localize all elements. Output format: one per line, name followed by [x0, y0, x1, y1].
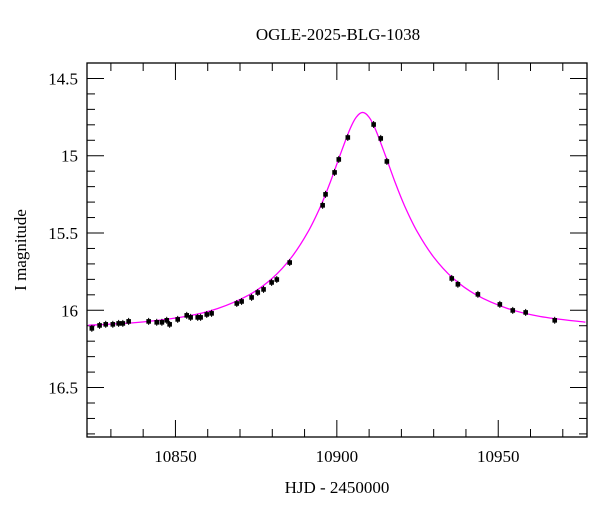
data-point [552, 318, 558, 323]
data-point [378, 136, 384, 141]
y-tick-label: 16.5 [48, 379, 78, 398]
data-point [167, 322, 172, 327]
data-point [274, 277, 280, 282]
data-point [345, 135, 351, 140]
data-point [371, 122, 376, 127]
data-point [198, 315, 203, 320]
data-point [261, 287, 266, 292]
data-point [184, 313, 190, 318]
data-point [154, 320, 160, 325]
data-point [126, 319, 131, 324]
plot-frame [86, 62, 588, 438]
data-point [110, 322, 116, 327]
data-point [287, 260, 293, 265]
data-point [332, 170, 337, 175]
data-point [384, 159, 390, 164]
data-point [120, 321, 126, 326]
data-point [523, 310, 528, 315]
y-tick-label: 16 [61, 301, 78, 320]
x-axis-label: HJD - 2450000 [285, 478, 390, 497]
data-point [97, 323, 102, 328]
x-tick-label: 10900 [316, 447, 359, 466]
data-point [234, 301, 240, 306]
x-tick-labels: 10850 10900 10950 [154, 447, 519, 466]
data-point [103, 322, 109, 327]
data-point [195, 315, 201, 320]
data-point [175, 317, 181, 322]
y-axis-label: I magnitude [11, 209, 30, 291]
y-tick-label: 14.5 [48, 69, 78, 88]
data-point [336, 157, 342, 162]
data-point [146, 319, 151, 324]
data-point [239, 299, 244, 304]
data-point [159, 320, 165, 325]
model-curve-group [88, 111, 586, 326]
y-tick-labels: 14.5 15 15.5 16 16.5 [48, 69, 78, 397]
chart-title: OGLE-2025-BLG-1038 [256, 25, 420, 44]
data-points-group [89, 121, 558, 332]
y-tick-label: 15 [61, 147, 78, 166]
data-point [320, 203, 325, 208]
data-point [323, 192, 328, 197]
model-curve [88, 111, 586, 326]
data-point [455, 282, 461, 287]
axis-ticks [87, 62, 587, 437]
data-point [449, 276, 455, 281]
data-point [249, 295, 254, 300]
data-point [497, 302, 503, 307]
x-tick-label: 10950 [477, 447, 520, 466]
y-tick-label: 15.5 [48, 224, 78, 243]
x-tick-label: 10850 [154, 447, 197, 466]
data-point [510, 308, 516, 313]
data-point [475, 292, 481, 297]
data-point [209, 311, 214, 316]
data-point [188, 315, 193, 320]
data-point [164, 318, 170, 323]
data-point [89, 326, 95, 331]
data-point [269, 280, 274, 285]
data-point [204, 312, 210, 317]
data-point [116, 321, 121, 326]
data-point [255, 290, 261, 295]
